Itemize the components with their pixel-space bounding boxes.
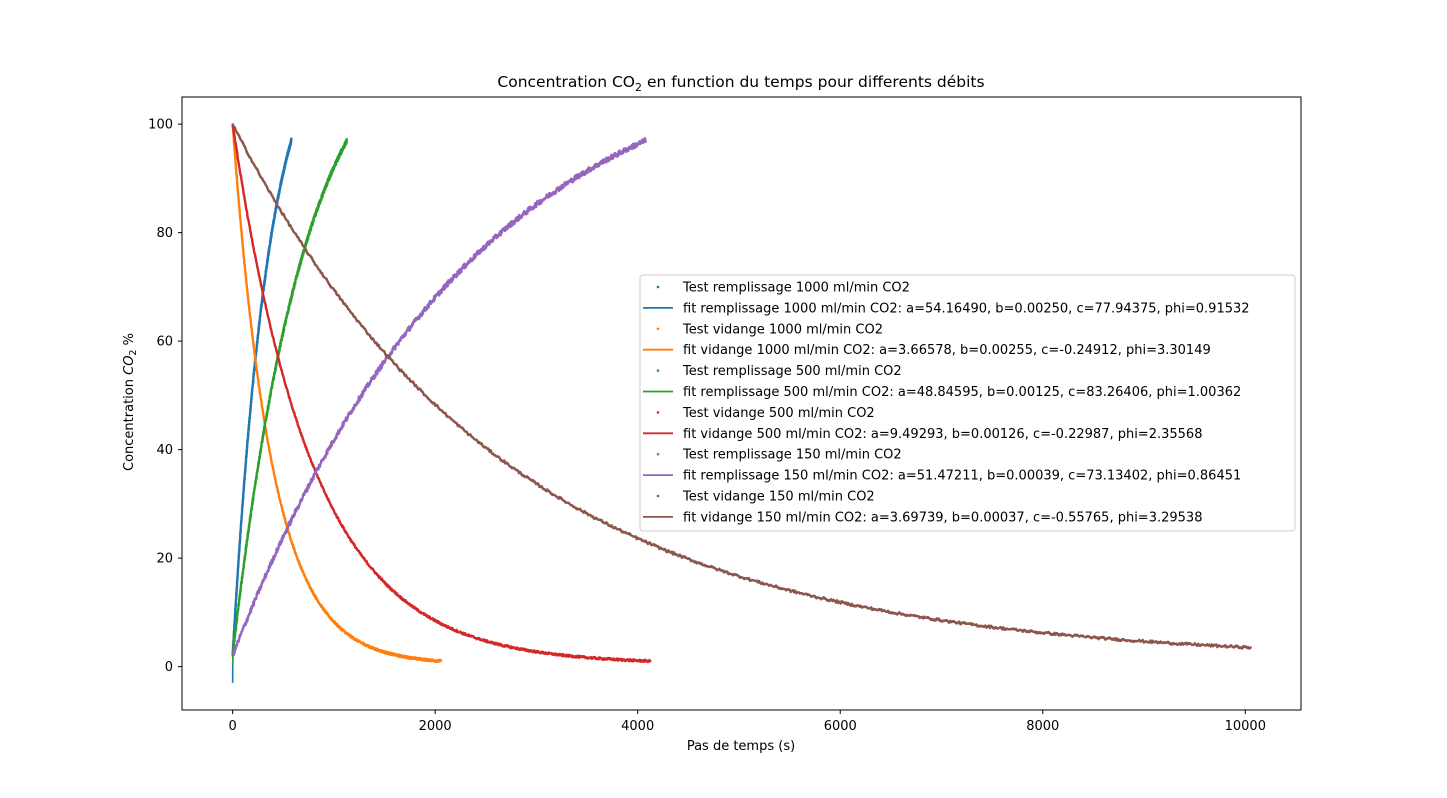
legend: Test remplissage 1000 ml/min CO2 fit remp… (639, 274, 1296, 532)
legend-label: Test remplissage 1000 ml/min CO2 (682, 281, 910, 296)
legend-marker (656, 411, 660, 414)
series-5 (231, 137, 647, 656)
x-axis-label: Pas de temps (s) (687, 739, 795, 754)
y-axis-label: Concentration CO2 % (122, 333, 139, 471)
y-axis: 0 20 40 60 80 100 (148, 118, 182, 675)
series-2 (231, 123, 443, 663)
plot-area (231, 123, 1253, 683)
fit-line (232, 139, 647, 654)
legend-label: Test remplissage 500 ml/min CO2 (682, 364, 902, 379)
x-tick-label: 2000 (419, 719, 452, 734)
legend-marker (656, 285, 660, 289)
data-points (231, 123, 1253, 650)
legend-label: Test vidange 150 ml/min CO2 (682, 490, 875, 505)
legend-label: fit remplissage 1000 ml/min CO2: a=54.16… (683, 301, 1250, 316)
x-tick-label: 0 (228, 719, 236, 734)
legend-label: fit vidange 150 ml/min CO2: a=3.69739, b… (683, 510, 1202, 525)
y-tick-label: 100 (148, 118, 173, 133)
chart-title: Concentration CO2 en function du temps p… (497, 73, 984, 94)
series-1 (231, 137, 293, 683)
series-3 (231, 137, 349, 664)
legend-label: Test remplissage 150 ml/min CO2 (682, 448, 902, 463)
x-tick-label: 4000 (621, 719, 654, 734)
legend-marker (656, 494, 660, 498)
y-tick-label: 20 (156, 552, 173, 567)
x-tick-label: 6000 (824, 719, 857, 734)
data-points (231, 123, 443, 663)
series-6 (231, 123, 1253, 650)
data-points (231, 137, 293, 657)
x-tick-label: 10000 (1225, 719, 1266, 734)
data-points (231, 124, 652, 664)
y-tick-label: 80 (156, 226, 173, 241)
legend-marker (656, 327, 660, 331)
legend-label: Test vidange 1000 ml/min CO2 (682, 322, 883, 337)
data-points (231, 137, 647, 656)
y-tick-label: 60 (156, 335, 173, 350)
fit-line (231, 124, 651, 662)
legend-label: fit vidange 500 ml/min CO2: a=9.49293, b… (683, 427, 1202, 442)
series-4 (231, 124, 652, 664)
legend-marker (656, 452, 660, 456)
legend-label: fit remplissage 500 ml/min CO2: a=48.845… (683, 385, 1241, 400)
y-tick-label: 0 (165, 660, 173, 675)
data-points (231, 137, 349, 657)
legend-label: fit remplissage 150 ml/min CO2: a=51.472… (683, 469, 1241, 484)
legend-label: Test vidange 500 ml/min CO2 (682, 406, 875, 421)
x-axis: 0 2000 4000 6000 8000 10000 (228, 710, 1266, 734)
legend-marker (656, 369, 660, 372)
plot-frame (181, 96, 1302, 711)
x-tick-label: 8000 (1026, 719, 1059, 734)
legend-label: fit vidange 1000 ml/min CO2: a=3.66578, … (683, 343, 1211, 358)
legend-box (639, 274, 1296, 532)
y-tick-label: 40 (156, 443, 173, 458)
